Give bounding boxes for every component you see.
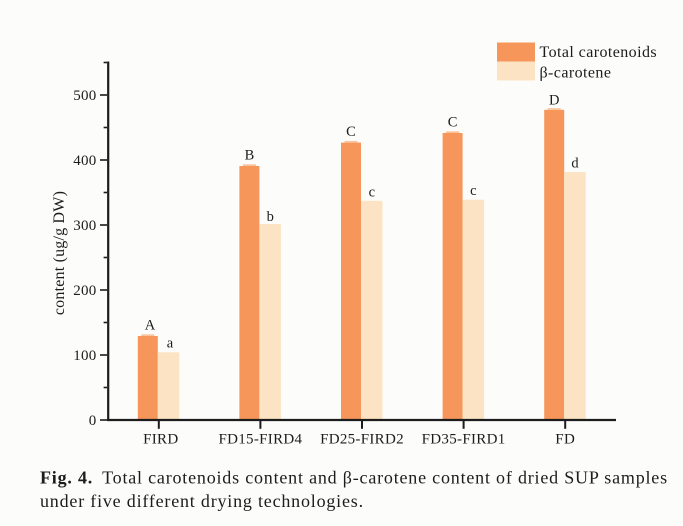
svg-text:FD15-FIRD4: FD15-FIRD4 [218,432,302,448]
svg-text:under five different drying te: under five different drying technologies… [40,491,364,511]
svg-text:d: d [571,155,579,171]
svg-text:400: 400 [73,153,96,169]
svg-text:A: A [145,318,156,334]
svg-text:200: 200 [73,283,96,299]
svg-text:β-carotene: β-carotene [540,64,612,81]
svg-text:Total carotenoids: Total carotenoids [540,44,658,61]
svg-text:FD35-FIRD1: FD35-FIRD1 [422,432,506,448]
svg-text:a: a [167,336,174,352]
svg-text:FD: FD [555,432,575,448]
svg-text:C: C [448,115,458,131]
svg-text:c: c [369,185,375,201]
svg-text:FIRD: FIRD [143,432,178,448]
svg-text:content (ug/g DW): content (ug/g DW) [51,191,68,315]
svg-text:0: 0 [89,413,97,429]
svg-text:Fig. 4.Total carotenoids conte: Fig. 4. Total carotenoids content and β-c… [40,468,668,488]
svg-text:c: c [470,183,476,199]
svg-text:C: C [346,124,356,140]
svg-text:B: B [245,147,255,163]
svg-text:FD25-FIRD2: FD25-FIRD2 [320,432,404,448]
svg-text:500: 500 [73,88,96,104]
svg-text:300: 300 [73,218,96,234]
svg-text:b: b [267,209,274,225]
svg-text:100: 100 [73,348,96,364]
svg-text:D: D [549,92,559,108]
